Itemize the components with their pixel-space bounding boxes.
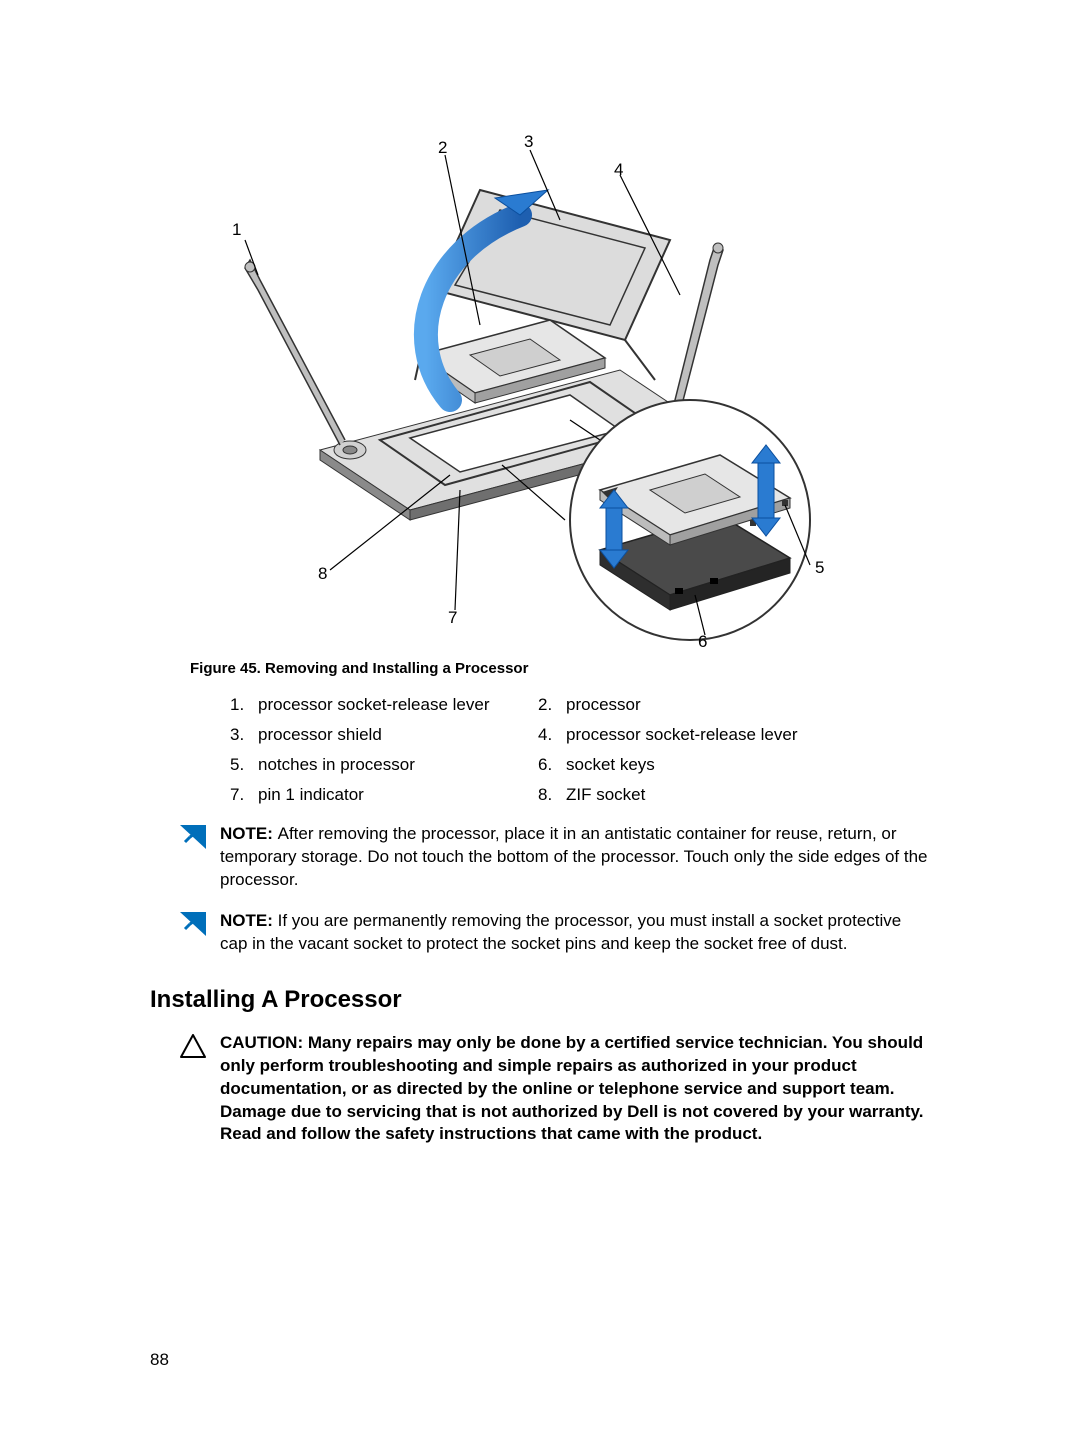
callout-4: 4 bbox=[614, 160, 623, 180]
legend-num-5: 5. bbox=[230, 755, 258, 775]
legend-text-5: notches in processor bbox=[258, 755, 538, 775]
caution-block: CAUTION: Many repairs may only be done b… bbox=[180, 1032, 930, 1147]
legend-text-6: socket keys bbox=[566, 755, 906, 775]
note-text-2: NOTE: If you are permanently removing th… bbox=[220, 910, 930, 956]
legend-num-2: 2. bbox=[538, 695, 566, 715]
note-body-2: If you are permanently removing the proc… bbox=[220, 911, 901, 953]
figure-caption: Figure 45. Removing and Installing a Pro… bbox=[190, 660, 930, 677]
note-label-1: NOTE: bbox=[220, 824, 278, 843]
note-icon bbox=[180, 912, 206, 936]
processor-diagram-svg bbox=[150, 120, 930, 650]
section-heading: Installing A Processor bbox=[150, 986, 930, 1014]
callout-6: 6 bbox=[698, 632, 707, 652]
callout-8: 8 bbox=[318, 564, 327, 584]
legend-num-6: 6. bbox=[538, 755, 566, 775]
callout-1: 1 bbox=[232, 220, 241, 240]
legend-text-2: processor bbox=[566, 695, 906, 715]
page-number: 88 bbox=[150, 1350, 169, 1370]
legend-text-8: ZIF socket bbox=[566, 785, 906, 805]
legend-num-7: 7. bbox=[230, 785, 258, 805]
callout-2: 2 bbox=[438, 138, 447, 158]
processor-figure: 1 2 3 4 5 6 7 8 bbox=[150, 120, 930, 650]
figure-legend: 1. processor socket-release lever 2. pro… bbox=[230, 695, 890, 805]
callout-5: 5 bbox=[815, 558, 824, 578]
note-block-1: NOTE: After removing the processor, plac… bbox=[180, 823, 930, 892]
legend-num-1: 1. bbox=[230, 695, 258, 715]
legend-text-1: processor socket-release lever bbox=[258, 695, 538, 715]
caution-body: Many repairs may only be done by a certi… bbox=[220, 1033, 923, 1144]
legend-text-7: pin 1 indicator bbox=[258, 785, 538, 805]
note-text-1: NOTE: After removing the processor, plac… bbox=[220, 823, 930, 892]
legend-num-3: 3. bbox=[230, 725, 258, 745]
legend-text-3: processor shield bbox=[258, 725, 538, 745]
caution-icon bbox=[180, 1034, 206, 1058]
caution-text: CAUTION: Many repairs may only be done b… bbox=[220, 1032, 930, 1147]
note-icon bbox=[180, 825, 206, 849]
manual-page: 1 2 3 4 5 6 7 8 Figure 45. Removing and … bbox=[0, 0, 1080, 1434]
note-body-1: After removing the processor, place it i… bbox=[220, 824, 928, 889]
legend-num-8: 8. bbox=[538, 785, 566, 805]
callout-7: 7 bbox=[448, 608, 457, 628]
note-label-2: NOTE: bbox=[220, 911, 278, 930]
callout-3: 3 bbox=[524, 132, 533, 152]
legend-text-4: processor socket-release lever bbox=[566, 725, 906, 745]
legend-num-4: 4. bbox=[538, 725, 566, 745]
note-block-2: NOTE: If you are permanently removing th… bbox=[180, 910, 930, 956]
caution-label: CAUTION: bbox=[220, 1033, 308, 1052]
